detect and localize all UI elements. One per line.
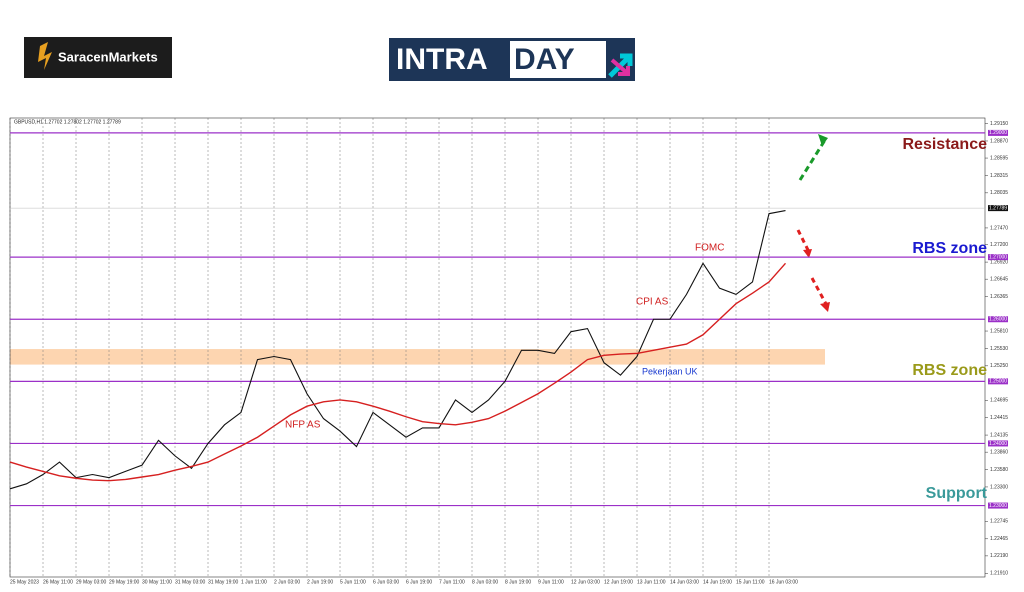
level-tag-label: 1.29000 <box>989 130 1007 136</box>
zone-label: RBS zone <box>912 240 987 257</box>
y-tick-label: 1.26645 <box>990 277 1008 283</box>
x-tick-label: 29 May 19:00 <box>109 579 140 585</box>
banner-box <box>510 41 606 78</box>
y-tick-label: 1.25530 <box>990 346 1008 352</box>
arrow-head <box>803 249 812 258</box>
banner-right: DAY <box>514 43 575 76</box>
brand-name: SaracenMarkets <box>58 49 158 64</box>
y-tick-label: 1.26920 <box>990 259 1008 265</box>
y-tick-label: 1.25810 <box>990 328 1008 334</box>
y-tick-label: 1.28595 <box>990 155 1008 161</box>
level-tag <box>988 502 1008 509</box>
x-tick-label: 16 Jun 03:00 <box>769 579 798 585</box>
y-tick-label: 1.22745 <box>990 519 1008 525</box>
x-tick-label: 5 Jun 11:00 <box>340 579 366 585</box>
event-label: NFP AS <box>285 420 321 431</box>
x-tick-label: 2 Jun 19:00 <box>307 579 333 585</box>
x-tick-label: 30 May 11:00 <box>142 579 172 585</box>
chart-header: GBPUSD,H1 1.27702 1.27802 1.27702 1.2778… <box>14 119 121 125</box>
level-tag-label: 1.26000 <box>989 317 1007 323</box>
arrow-head <box>818 134 828 146</box>
y-tick-label: 1.27200 <box>990 242 1008 248</box>
x-tick-label: 8 Jun 03:00 <box>472 579 498 585</box>
banner-arrow-down <box>610 58 630 76</box>
x-tick-label: 9 Jun 11:00 <box>538 579 564 585</box>
y-tick-label: 1.27470 <box>990 225 1008 231</box>
y-tick-label: 1.23300 <box>990 484 1008 490</box>
arrow-down <box>796 229 810 251</box>
event-label: CPI AS <box>636 297 669 308</box>
level-tag <box>988 129 1008 136</box>
x-tick-label: 31 May 03:00 <box>175 579 206 585</box>
x-tick-label: 2 Jun 03:00 <box>274 579 300 585</box>
y-tick-label: 1.28870 <box>990 138 1008 144</box>
zone-label: RBS zone <box>912 362 987 379</box>
moving-average <box>9 262 787 482</box>
event-label: Pekerjaan UK <box>642 366 698 376</box>
level-tag-label: 1.24000 <box>989 441 1007 447</box>
zone-label: Support <box>926 485 988 502</box>
y-tick-label: 1.25250 <box>990 363 1008 369</box>
x-tick-label: 26 May 11:00 <box>43 579 73 585</box>
y-tick-label: 1.24415 <box>990 415 1008 421</box>
y-tick-label: 1.24135 <box>990 432 1008 438</box>
x-tick-label: 25 May 2023 <box>10 579 39 585</box>
x-tick-label: 31 May 19:00 <box>208 579 239 585</box>
price-tag-label: 1.27789 <box>989 205 1007 211</box>
level-tag <box>988 378 1008 385</box>
level-tag <box>988 316 1008 323</box>
y-tick-label: 1.23580 <box>990 467 1008 473</box>
x-tick-label: 15 Jun 11:00 <box>736 579 765 585</box>
y-tick-label: 1.28035 <box>990 190 1008 196</box>
y-tick-label: 1.22465 <box>990 536 1008 542</box>
event-label: FOMC <box>695 243 724 254</box>
x-tick-label: 6 Jun 19:00 <box>406 579 432 585</box>
level-tag-label: 1.25000 <box>989 379 1007 385</box>
x-tick-label: 29 May 03:00 <box>76 579 107 585</box>
x-tick-label: 12 Jun 19:00 <box>604 579 633 585</box>
zone-band <box>10 349 825 365</box>
arrow-down <box>810 277 828 305</box>
arrow-up <box>798 139 827 181</box>
x-tick-label: 7 Jun 11:00 <box>439 579 465 585</box>
x-tick-label: 1 Jun 11:00 <box>241 579 267 585</box>
x-tick-label: 6 Jun 03:00 <box>373 579 399 585</box>
y-tick-label: 1.29150 <box>990 121 1008 127</box>
level-tag <box>988 440 1008 447</box>
banner-left: INTRA <box>396 43 488 76</box>
y-tick-label: 1.24695 <box>990 398 1008 404</box>
y-tick-label: 1.21910 <box>990 571 1008 577</box>
zone-label: Resistance <box>903 136 988 153</box>
y-tick-label: 1.23860 <box>990 449 1008 455</box>
level-tag-label: 1.23000 <box>989 503 1007 509</box>
x-tick-label: 14 Jun 19:00 <box>703 579 732 585</box>
arrow-head <box>820 302 830 312</box>
y-tick-label: 1.28315 <box>990 173 1008 179</box>
y-tick-label: 1.26365 <box>990 294 1008 300</box>
brand-icon <box>38 42 52 70</box>
x-tick-label: 13 Jun 11:00 <box>637 579 666 585</box>
x-tick-label: 14 Jun 03:00 <box>670 579 699 585</box>
plot-frame <box>9 117 986 578</box>
y-tick-label: 1.22190 <box>990 553 1008 559</box>
x-tick-label: 12 Jun 03:00 <box>571 579 600 585</box>
level-tag-label: 1.27000 <box>989 254 1007 260</box>
level-tag <box>988 254 1008 261</box>
price-tag <box>988 205 1008 212</box>
price-line <box>9 210 786 490</box>
x-tick-label: 8 Jun 19:00 <box>505 579 531 585</box>
